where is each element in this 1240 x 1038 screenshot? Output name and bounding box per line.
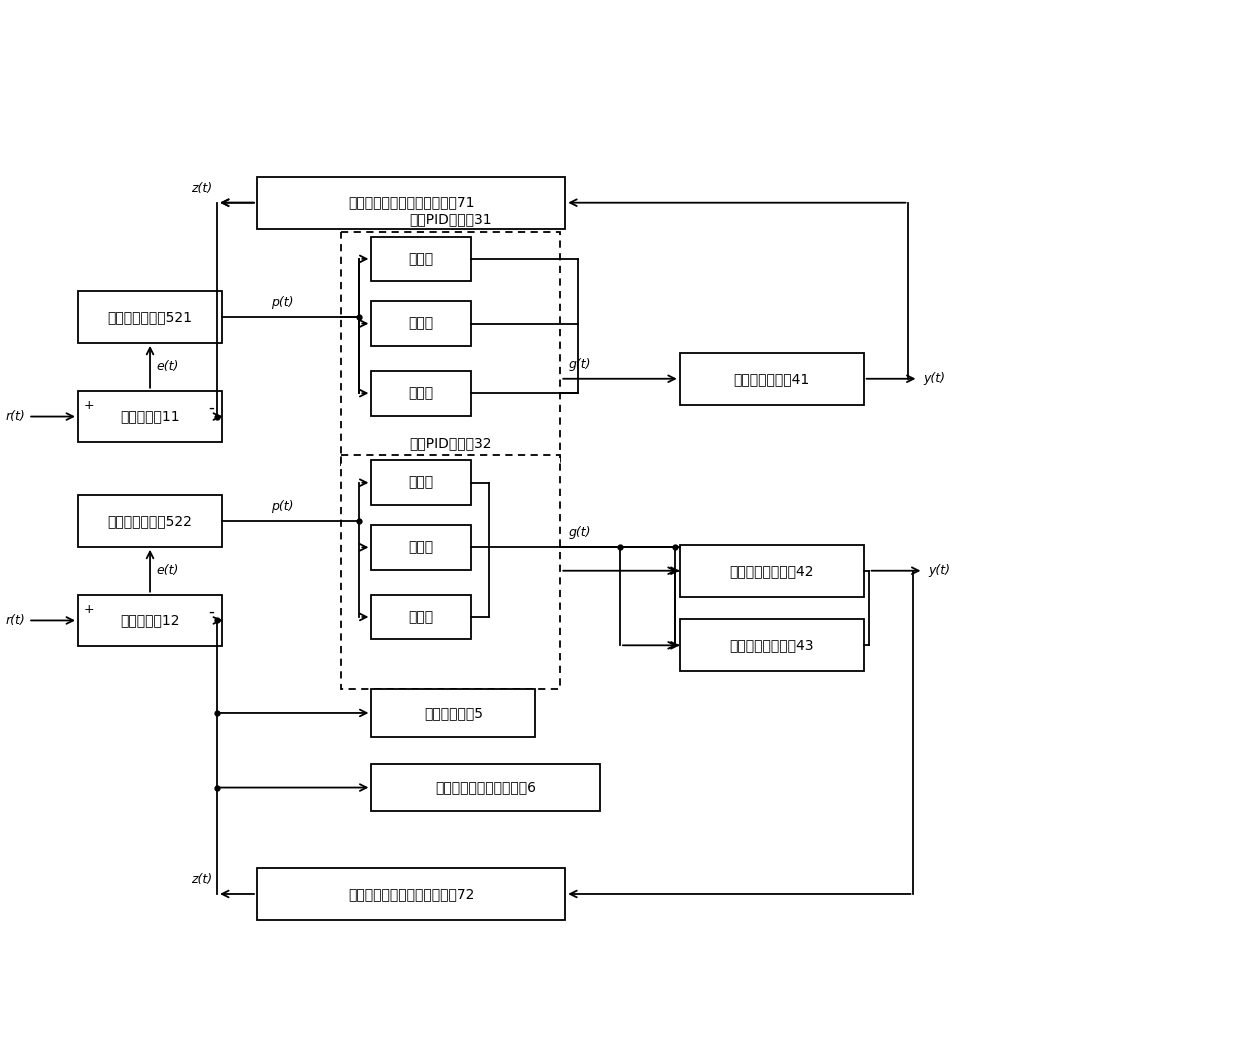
- Text: y(t): y(t): [924, 373, 945, 385]
- Text: 第二加法器12: 第二加法器12: [120, 613, 180, 627]
- Bar: [257, 868, 565, 920]
- Text: 第二差値计数用522: 第二差値计数用522: [108, 514, 192, 528]
- Bar: [371, 764, 600, 812]
- Bar: [78, 292, 222, 343]
- Bar: [78, 495, 222, 547]
- Bar: [341, 456, 560, 689]
- Text: y(t): y(t): [929, 565, 950, 577]
- Bar: [341, 231, 560, 465]
- Text: 积分器: 积分器: [408, 252, 434, 266]
- Text: r(t): r(t): [5, 410, 25, 424]
- Text: +: +: [84, 399, 94, 412]
- Text: 声光报警电路5: 声光报警电路5: [424, 706, 482, 720]
- Text: 比例器: 比例器: [408, 386, 434, 401]
- Text: 比例器: 比例器: [408, 610, 434, 624]
- Text: p(t): p(t): [270, 500, 293, 513]
- Text: 第一加法器11: 第一加法器11: [120, 410, 180, 424]
- Text: g(t): g(t): [568, 526, 590, 540]
- Text: 微分器: 微分器: [408, 541, 434, 554]
- Text: -: -: [208, 399, 215, 416]
- Bar: [371, 689, 536, 737]
- Bar: [371, 460, 471, 506]
- Text: 第二氧化还原电位在线监测仪72: 第二氧化还原电位在线监测仪72: [348, 887, 475, 901]
- Text: 第一PID控制器31: 第一PID控制器31: [409, 213, 492, 226]
- Bar: [680, 620, 864, 672]
- Bar: [371, 371, 471, 415]
- Text: r(t): r(t): [5, 613, 25, 627]
- Bar: [371, 301, 471, 346]
- Text: -: -: [208, 602, 215, 621]
- Text: g(t): g(t): [568, 358, 590, 371]
- Text: 第一氧化还原电位在线监测仪71: 第一氧化还原电位在线监测仪71: [348, 196, 475, 210]
- Bar: [680, 353, 864, 405]
- Bar: [257, 176, 565, 228]
- Text: 反渗透装置运行控制开关6: 反渗透装置运行控制开关6: [435, 781, 536, 794]
- Text: e(t): e(t): [156, 360, 179, 374]
- Text: 第一还原剂计量朹42: 第一还原剂计量朹42: [729, 564, 813, 578]
- Text: e(t): e(t): [156, 565, 179, 577]
- Text: z(t): z(t): [191, 182, 212, 195]
- Bar: [680, 545, 864, 597]
- Text: 第一差値计数用521: 第一差値计数用521: [108, 310, 192, 324]
- Bar: [371, 525, 471, 570]
- Bar: [78, 595, 222, 647]
- Bar: [371, 595, 471, 639]
- Text: z(t): z(t): [191, 873, 212, 886]
- Text: 第二PID控制器32: 第二PID控制器32: [409, 436, 492, 450]
- Text: 第二还原剂计量朹43: 第二还原剂计量朹43: [729, 638, 813, 652]
- Bar: [78, 390, 222, 442]
- Text: +: +: [84, 602, 94, 616]
- Text: 积分器: 积分器: [408, 475, 434, 490]
- Bar: [371, 237, 471, 281]
- Text: p(t): p(t): [270, 296, 293, 309]
- Text: 微分器: 微分器: [408, 317, 434, 330]
- Text: 次氯酸钙计量朹41: 次氯酸钙计量朹41: [734, 372, 810, 386]
